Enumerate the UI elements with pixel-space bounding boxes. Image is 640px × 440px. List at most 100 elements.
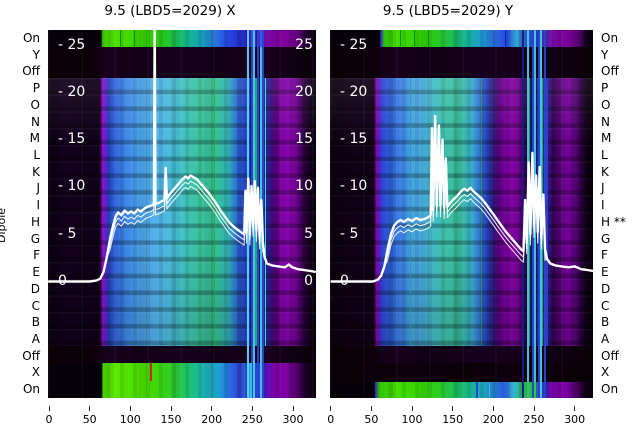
row-label-right: N: [601, 114, 610, 129]
left-panel-title: 9.5 (LBD5=2029) X: [104, 3, 236, 19]
heatmap-stripe: [533, 382, 536, 398]
row-label-left: On: [22, 382, 40, 397]
row-label-left: P: [32, 81, 40, 95]
inner-tick-label-left: - 10: [58, 178, 86, 195]
row-label-right: L: [601, 148, 608, 162]
row-label-left: B: [31, 315, 40, 330]
x-tick-mark: [574, 406, 576, 411]
row-label-left: On: [22, 30, 40, 45]
x-tick-mark: [251, 406, 253, 411]
row-label-right: I: [601, 198, 605, 213]
row-label-left: H: [30, 214, 40, 229]
row-label-right: On: [601, 30, 619, 45]
heatmap-stripe: [476, 382, 478, 398]
row-label-left: I: [36, 198, 40, 213]
heatmap-stripe: [259, 363, 262, 398]
heatmap-stripe: [254, 363, 257, 398]
row-label-left: X: [31, 365, 40, 380]
x-tick-mark: [452, 406, 454, 411]
row-label-left: Y: [32, 47, 40, 62]
heatmap-stripe: [260, 30, 263, 47]
row-label-right: X: [601, 365, 610, 380]
inner-tick-label-left: - 20: [58, 83, 86, 100]
right-panel-title: 9.5 (LBD5=2029) Y: [382, 3, 514, 19]
inner-tick-label-right: 5: [304, 225, 313, 242]
heatmap-stripe: [427, 30, 429, 47]
heatmap-stripe: [480, 78, 482, 346]
row-label-left: F: [33, 248, 40, 263]
x-tick-mark: [170, 406, 172, 411]
heatmap-stripe: [527, 382, 530, 398]
row-label-right: B: [601, 315, 610, 330]
row-label-right: C: [601, 298, 610, 313]
row-label-right: H **: [601, 214, 626, 229]
row-label-right: P: [601, 81, 609, 95]
loss-curve-y: [330, 114, 593, 283]
heatmap-stripe: [264, 78, 266, 346]
heatmap-stripe: [150, 363, 152, 381]
x-tick-label: 100: [401, 413, 423, 426]
inner-tick-label-left: - 5: [340, 225, 359, 242]
row-label-left: J: [36, 181, 40, 196]
row-label-left: O: [30, 97, 40, 112]
heatmap-stripe: [249, 363, 252, 398]
x-tick-label: 300: [282, 413, 304, 426]
x-tick-label: 50: [82, 413, 97, 426]
x-tick-label: 200: [482, 413, 504, 426]
inner-tick-label-left: - 15: [340, 131, 368, 148]
x-tick-mark: [48, 406, 50, 411]
heatmap-stripe: [522, 30, 524, 398]
inner-tick-label-left: - 25: [58, 36, 86, 53]
x-tick-mark: [492, 406, 494, 411]
row-label-left: M: [29, 131, 40, 146]
x-tick-mark: [330, 406, 332, 411]
row-label-left: C: [31, 298, 40, 313]
x-tick-label: 50: [364, 413, 379, 426]
heatmap-stripe: [262, 30, 265, 398]
heatmap-stripe: [546, 78, 548, 346]
inner-tick-label-right: 25: [295, 36, 313, 53]
x-tick-mark: [533, 406, 535, 411]
heatmap-stripe: [244, 363, 247, 398]
heatmap-stripe: [504, 30, 507, 47]
row-label-left: A: [31, 331, 40, 346]
row-label-right: A: [601, 331, 610, 346]
row-label-left: K: [32, 164, 40, 179]
inner-tick-label-left: - 15: [58, 131, 86, 148]
heatmap-stripe: [488, 382, 490, 398]
heatmap-stripe: [133, 30, 136, 47]
inner-tick-label-left: - 25: [340, 36, 368, 53]
row-label-right: D: [601, 281, 611, 296]
row-label-right: Off: [601, 64, 619, 79]
x-tick-mark: [211, 406, 213, 411]
inner-tick-label-left: - 10: [340, 178, 368, 195]
row-label-left: D: [30, 281, 40, 296]
heatmap-stripe: [530, 382, 533, 398]
heatmap-stripe: [245, 30, 248, 47]
row-label-right: K: [601, 164, 609, 179]
heatmap-stripe: [409, 78, 411, 346]
row-label-right: J: [601, 181, 605, 196]
row-label-right: E: [601, 265, 609, 279]
x-tick-label: 200: [201, 413, 223, 426]
x-tick-label: 100: [119, 413, 141, 426]
row-label-right: M: [601, 131, 612, 146]
heatmap-stripe: [250, 30, 253, 47]
inner-tick-label-right: 10: [295, 178, 313, 195]
x-tick-label: 150: [160, 413, 182, 426]
heatmap-panel-x: - 25 25 - 20 20 - 15 15 - 10 10 - 5 5 0 0: [48, 30, 316, 398]
x-tick-label: 150: [442, 413, 464, 426]
inner-tick-label-right: 15: [295, 131, 313, 148]
row-label-right: F: [601, 248, 608, 263]
loss-curve-x: [48, 30, 316, 283]
x-tick-mark: [411, 406, 413, 411]
x-tick-mark: [292, 406, 294, 411]
x-tick-mark: [129, 406, 131, 411]
row-label-right: O: [601, 97, 611, 112]
row-label-right: Off: [601, 348, 619, 363]
row-label-left: Off: [22, 64, 40, 79]
inner-tick-label-left: 0: [58, 273, 67, 289]
row-label-left: G: [30, 231, 40, 246]
heatmap-stripe: [413, 30, 416, 47]
